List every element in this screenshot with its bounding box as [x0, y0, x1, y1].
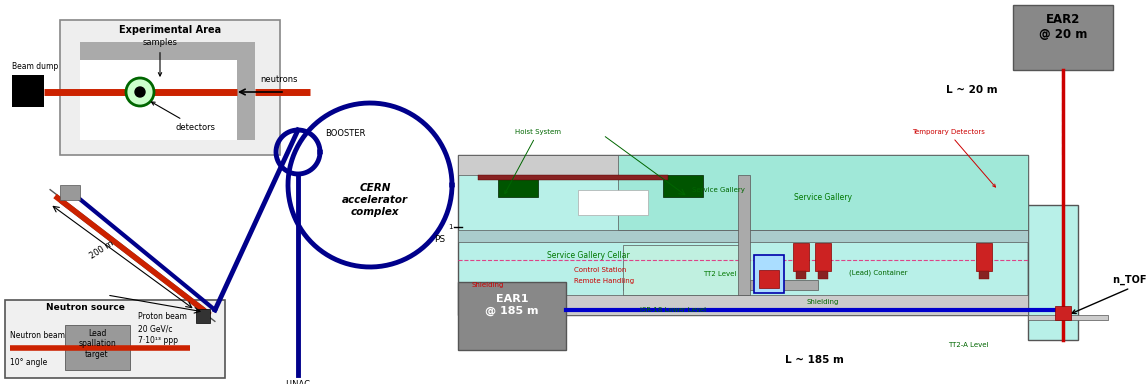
Text: Service Gallery Cellar: Service Gallery Cellar — [547, 250, 629, 260]
Text: Shielding: Shielding — [807, 299, 839, 305]
Bar — [618, 155, 1028, 230]
Text: Remote Handling: Remote Handling — [574, 278, 634, 284]
Text: Hoist System: Hoist System — [505, 129, 562, 194]
Bar — [458, 295, 1028, 315]
Bar — [793, 243, 809, 271]
Text: Neutron source: Neutron source — [46, 303, 125, 312]
Bar — [1028, 205, 1078, 340]
Text: Service Gallery: Service Gallery — [794, 192, 851, 202]
Text: Service Gallery: Service Gallery — [691, 187, 745, 193]
Bar — [237, 42, 256, 140]
Bar — [65, 325, 129, 370]
Text: n_TOF target: n_TOF target — [1072, 275, 1146, 313]
Bar — [458, 230, 1028, 242]
Bar — [623, 245, 748, 295]
Text: ISR-18 Lower Level: ISR-18 Lower Level — [639, 307, 706, 313]
Bar — [448, 0, 1146, 384]
Bar — [11, 75, 44, 107]
Text: Control Station: Control Station — [574, 267, 627, 273]
Bar — [623, 280, 818, 290]
Text: L ~ 185 m: L ~ 185 m — [785, 355, 843, 365]
Text: LINAC: LINAC — [285, 380, 311, 384]
Text: Experimental Area: Experimental Area — [119, 25, 221, 35]
Bar — [1013, 5, 1113, 70]
Bar — [458, 155, 1028, 175]
Bar — [196, 309, 210, 323]
Bar — [458, 155, 1028, 315]
Bar — [60, 185, 80, 200]
Text: EAR1
@ 185 m: EAR1 @ 185 m — [485, 294, 539, 316]
Text: (Lead) Container: (Lead) Container — [849, 270, 908, 276]
Bar — [80, 122, 256, 140]
Text: 20 GeV/c: 20 GeV/c — [138, 324, 173, 333]
Text: Lead
spallation
target: Lead spallation target — [78, 329, 116, 359]
Bar — [5, 300, 225, 378]
Text: 7·10¹³ ppp: 7·10¹³ ppp — [138, 336, 178, 345]
Text: Proton beam: Proton beam — [138, 312, 187, 321]
Text: L ~ 20 m: L ~ 20 m — [947, 85, 998, 95]
Text: neutrons: neutrons — [260, 75, 298, 84]
Bar — [759, 270, 779, 288]
Bar — [738, 175, 749, 295]
Text: Temporary Detectors: Temporary Detectors — [911, 129, 996, 187]
Text: 10° angle: 10° angle — [10, 358, 47, 367]
Text: Neutron beam: Neutron beam — [10, 331, 65, 340]
Text: samples: samples — [142, 38, 178, 76]
Text: Beam dump: Beam dump — [11, 62, 58, 71]
Text: TT2 Level: TT2 Level — [704, 271, 737, 277]
Bar — [458, 282, 566, 350]
Text: 200 m: 200 m — [88, 239, 116, 261]
Bar — [979, 271, 989, 279]
Bar — [80, 42, 256, 60]
Text: Shielding: Shielding — [472, 282, 504, 288]
Circle shape — [126, 78, 154, 106]
Text: BOOSTER: BOOSTER — [325, 129, 366, 139]
Text: EAR2
@ 20 m: EAR2 @ 20 m — [1038, 13, 1088, 41]
Polygon shape — [0, 0, 440, 384]
Circle shape — [135, 87, 146, 97]
Bar — [80, 60, 237, 140]
Bar — [478, 175, 668, 180]
Text: detectors: detectors — [151, 102, 215, 131]
Bar — [1028, 315, 1108, 320]
Bar — [1055, 306, 1072, 320]
Text: PS: PS — [434, 235, 445, 245]
Text: CERN
accelerator
complex: CERN accelerator complex — [342, 184, 408, 217]
Bar — [499, 175, 537, 197]
Bar — [818, 271, 829, 279]
Text: 1: 1 — [448, 224, 453, 230]
Bar — [60, 20, 280, 155]
Bar — [664, 175, 702, 197]
Bar — [815, 243, 831, 271]
Bar — [976, 243, 992, 271]
Bar — [796, 271, 806, 279]
Bar — [754, 255, 784, 293]
Text: TT2-A Level: TT2-A Level — [948, 342, 988, 348]
Bar — [578, 190, 647, 215]
